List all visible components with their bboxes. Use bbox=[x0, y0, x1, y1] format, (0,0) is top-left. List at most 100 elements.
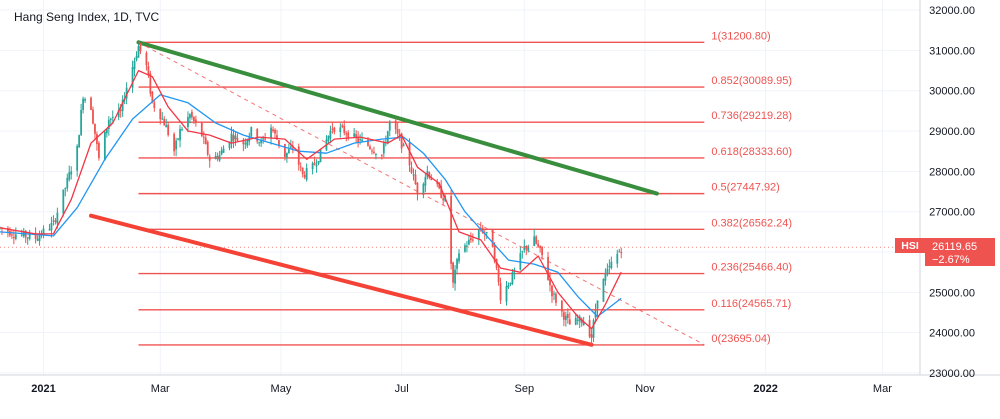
candle-body bbox=[305, 167, 308, 180]
fib-retracement[interactable] bbox=[138, 41, 705, 346]
candle-body bbox=[422, 183, 425, 194]
trendlines[interactable] bbox=[89, 40, 705, 347]
candle-body bbox=[145, 52, 148, 66]
candle-body bbox=[471, 239, 474, 241]
candle-body bbox=[491, 229, 494, 247]
candle-body bbox=[270, 127, 272, 139]
candle-body bbox=[42, 228, 45, 236]
fib-level-label: 0.852(30089.95) bbox=[711, 75, 792, 87]
candle-body bbox=[608, 266, 611, 268]
candle-body bbox=[458, 253, 460, 262]
price-tick-label: 27000.00 bbox=[929, 207, 975, 219]
candle-body bbox=[301, 167, 304, 175]
candle-body bbox=[610, 261, 613, 268]
candle-body bbox=[82, 98, 84, 110]
candle-body bbox=[285, 152, 288, 158]
candle-body bbox=[527, 246, 530, 251]
plot-area[interactable]: 1(31200.80) 0.852(30089.95) 0.736(29219.28… bbox=[0, 0, 920, 375]
candle-body bbox=[428, 172, 431, 179]
candle-body bbox=[161, 118, 164, 120]
candle-body bbox=[416, 183, 419, 195]
candle-body bbox=[98, 143, 100, 159]
candle-body bbox=[493, 245, 496, 262]
candle-body bbox=[438, 183, 441, 189]
candle-body bbox=[117, 109, 120, 118]
candle-body bbox=[52, 220, 55, 222]
candle-body bbox=[499, 283, 502, 301]
time-tick-label: Mar bbox=[151, 383, 170, 395]
time-tick-label: 2022 bbox=[753, 383, 777, 395]
candle-body bbox=[289, 146, 292, 148]
fib-level-label: 0(23695.04) bbox=[711, 333, 770, 345]
time-tick-label: Jul bbox=[395, 383, 409, 395]
candle-body bbox=[523, 246, 526, 251]
time-tick-label: Mar bbox=[873, 383, 892, 395]
price-tag-change: −2.67% bbox=[932, 254, 970, 266]
candle-body bbox=[343, 126, 346, 133]
fib-labels: 1(31200.80) 0.852(30089.95) 0.736(29219.28… bbox=[711, 30, 792, 345]
candle-body bbox=[549, 278, 551, 286]
time-axis[interactable]: 2021 Mar May Jul Sep Nov 2022 Mar bbox=[31, 383, 892, 395]
candle-body bbox=[274, 129, 276, 134]
candle-body bbox=[582, 321, 585, 326]
candle-body bbox=[564, 315, 567, 320]
fib-level-label: 0.382(26562.24) bbox=[711, 217, 792, 229]
candle-body bbox=[192, 117, 195, 122]
candle-body bbox=[410, 167, 413, 173]
fib-level-label: 0.116(24565.71) bbox=[711, 298, 791, 310]
candle-body bbox=[339, 127, 342, 132]
candle-body bbox=[553, 293, 555, 295]
candle-body bbox=[371, 150, 373, 152]
candle-body bbox=[70, 171, 73, 175]
trendline-lower bbox=[89, 213, 594, 347]
candle-body bbox=[194, 119, 197, 123]
candle-body bbox=[386, 131, 389, 144]
candle-body bbox=[398, 134, 401, 136]
price-tick-label: 29000.00 bbox=[929, 126, 975, 138]
candle-body bbox=[202, 136, 205, 138]
candle-body bbox=[34, 232, 37, 239]
candle-body bbox=[149, 73, 152, 94]
candle-body bbox=[90, 97, 92, 111]
candle-body bbox=[315, 164, 318, 167]
candle-body bbox=[191, 111, 193, 118]
candle-body bbox=[414, 174, 417, 185]
price-axis[interactable]: 32000.00 31000.00 30000.00 29000.00 28000.00… bbox=[929, 5, 975, 380]
candle-body bbox=[590, 334, 593, 338]
candle-body bbox=[347, 132, 350, 139]
candle-body bbox=[50, 222, 53, 231]
candle-body bbox=[424, 177, 427, 186]
price-tick-label: 30000.00 bbox=[929, 86, 975, 98]
candle-body bbox=[560, 300, 563, 312]
candle-body bbox=[121, 99, 124, 111]
candle-body bbox=[369, 146, 371, 149]
candle-body bbox=[84, 99, 86, 101]
candle-body bbox=[133, 60, 136, 70]
candle-body bbox=[331, 128, 334, 130]
candle-body bbox=[94, 123, 96, 134]
candle-body bbox=[373, 151, 375, 153]
candle-body bbox=[206, 142, 209, 155]
candle-body bbox=[165, 124, 168, 128]
candle-body bbox=[119, 109, 122, 112]
candle-body bbox=[20, 234, 23, 236]
candle-body bbox=[260, 140, 263, 144]
candle-body bbox=[222, 148, 225, 153]
candle-body bbox=[562, 312, 565, 320]
candle-body bbox=[497, 268, 500, 283]
price-tag-bg bbox=[925, 238, 995, 266]
chart-title: Hang Seng Index, 1D, TVC bbox=[14, 10, 160, 24]
candle-body bbox=[541, 246, 544, 256]
candle-body bbox=[278, 140, 280, 146]
candle-body bbox=[452, 262, 454, 283]
candle-body bbox=[272, 129, 274, 132]
candle-body bbox=[139, 43, 142, 52]
candle-body bbox=[327, 135, 330, 141]
candle-body bbox=[596, 300, 599, 309]
candle-body bbox=[105, 128, 108, 134]
candle-body bbox=[311, 163, 314, 170]
price-tick-label: 24000.00 bbox=[929, 328, 975, 340]
candle-body bbox=[38, 235, 41, 241]
fib-level-label: 0.618(28333.60) bbox=[711, 146, 792, 158]
